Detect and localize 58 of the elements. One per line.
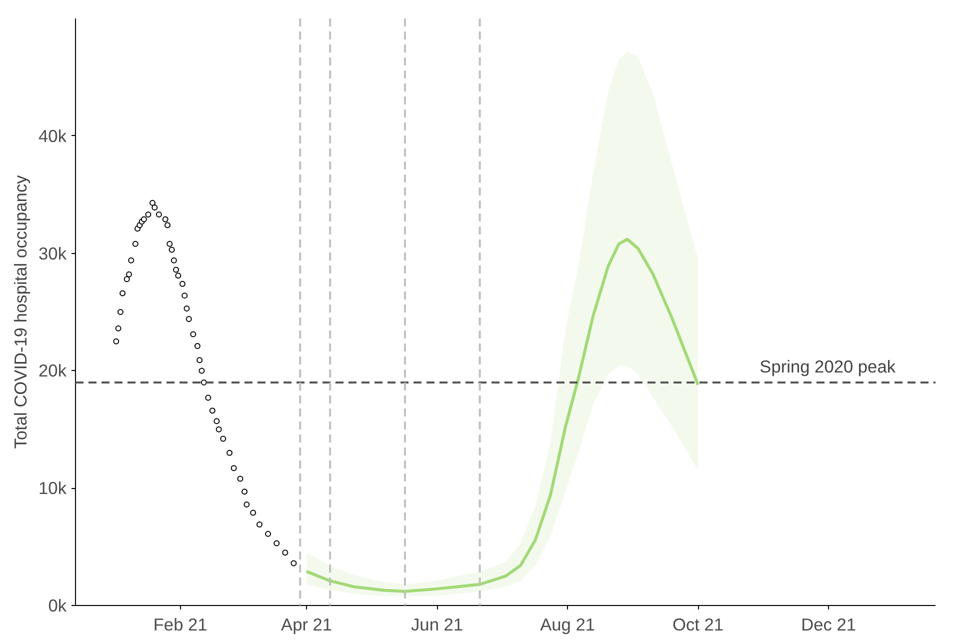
- point: [209, 408, 216, 414]
- y-tick-label: 0k: [48, 596, 67, 616]
- point: [190, 331, 196, 338]
- point: [156, 212, 162, 218]
- point: [244, 502, 250, 508]
- point: [162, 216, 168, 222]
- point: [175, 272, 182, 279]
- point: [173, 266, 180, 273]
- point: [152, 204, 158, 211]
- point: [115, 325, 122, 332]
- x-tick-label: Jun 21: [411, 614, 464, 634]
- point: [179, 280, 186, 287]
- point: [226, 450, 233, 456]
- x-tick-label: Oct 21: [672, 614, 724, 634]
- point: [250, 510, 256, 516]
- point: [128, 257, 134, 264]
- x-tick-label: Aug 21: [540, 614, 595, 634]
- point: [242, 488, 248, 495]
- point: [126, 271, 132, 278]
- point: [166, 240, 173, 247]
- line-series: [305, 238, 700, 593]
- point: [196, 357, 203, 364]
- y-tick-label: 30k: [38, 243, 67, 264]
- point: [170, 257, 177, 264]
- point: [182, 292, 188, 299]
- point: [145, 212, 152, 218]
- x-tick-label: Apr 21: [281, 614, 332, 634]
- y-axis-title: Total COVID-19 hospital occupancy: [10, 174, 31, 449]
- ref-line-label: Spring 2020 peak: [760, 356, 896, 376]
- point: [290, 560, 297, 566]
- point: [186, 316, 192, 322]
- point: [124, 276, 130, 282]
- point: [120, 290, 126, 296]
- point: [150, 200, 156, 206]
- point: [117, 309, 124, 315]
- y-tick-label: 40k: [38, 126, 67, 146]
- point: [184, 305, 190, 312]
- point: [274, 540, 280, 546]
- x-tick-label: Feb 21: [153, 614, 208, 634]
- point: [265, 530, 272, 537]
- point: [230, 465, 237, 472]
- point: [220, 436, 226, 442]
- point: [198, 368, 205, 374]
- point: [214, 418, 220, 424]
- point: [256, 522, 262, 528]
- x-tick-label: Dec 21: [801, 614, 856, 634]
- point: [237, 476, 244, 482]
- point: [282, 550, 288, 556]
- point: [168, 246, 175, 253]
- point: [194, 343, 200, 350]
- point: [205, 394, 212, 401]
- point: [113, 338, 120, 344]
- point: [164, 222, 170, 228]
- y-tick-label: 10k: [38, 478, 67, 498]
- point: [216, 426, 222, 432]
- y-tick-label: 20k: [38, 360, 67, 381]
- point: [140, 216, 147, 222]
- point: [132, 240, 138, 247]
